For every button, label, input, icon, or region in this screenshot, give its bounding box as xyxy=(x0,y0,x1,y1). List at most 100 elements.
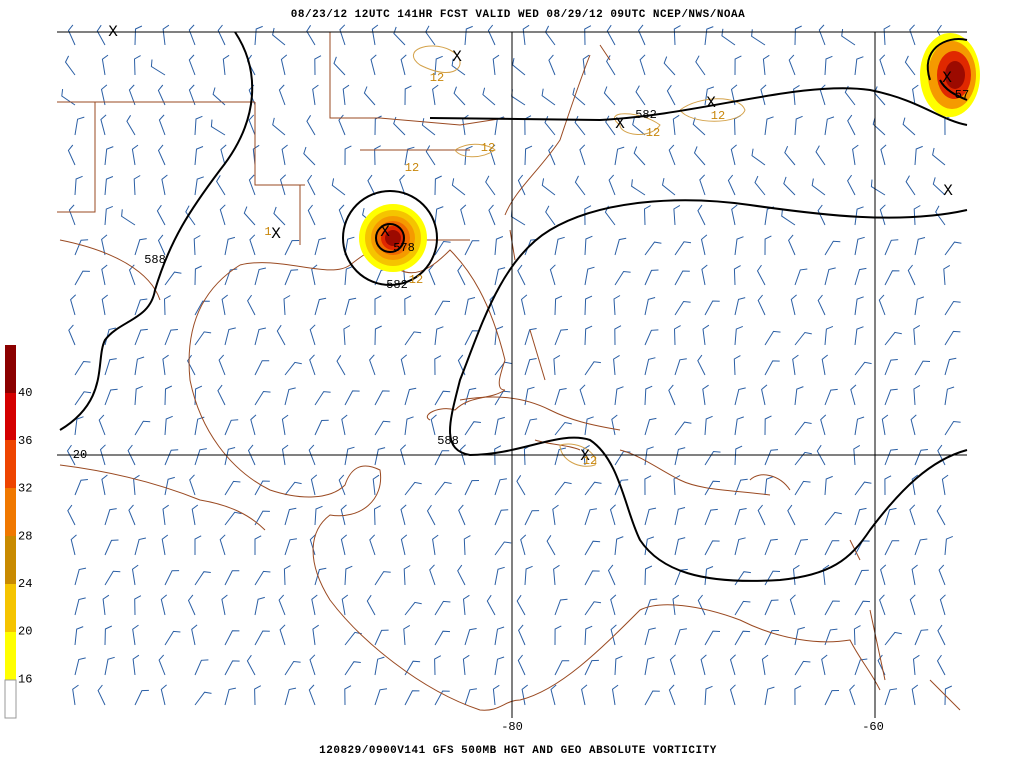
wind-barb xyxy=(669,654,676,676)
wind-barb xyxy=(522,24,530,46)
wind-barb xyxy=(668,144,676,166)
wind-barb xyxy=(880,144,887,166)
wind-barb xyxy=(764,570,781,586)
wind-barb xyxy=(254,510,270,526)
wind-barb xyxy=(914,449,928,466)
wind-barb xyxy=(247,444,256,466)
wind-barb xyxy=(824,325,834,346)
wind-barb xyxy=(605,115,616,136)
wind-barb xyxy=(704,685,713,706)
wind-barb xyxy=(824,690,840,706)
wind-barb xyxy=(494,541,512,556)
wind-barb xyxy=(494,509,509,526)
wind-barb xyxy=(673,325,681,346)
wind-barb xyxy=(614,237,627,256)
wind-barb xyxy=(852,144,859,166)
wind-barb xyxy=(584,659,599,676)
lat-label: 20 xyxy=(73,448,87,462)
wind-barb xyxy=(674,628,687,646)
wind-barb xyxy=(609,504,616,526)
wind-barb xyxy=(434,326,444,346)
wind-barb xyxy=(425,25,436,46)
marker: X xyxy=(271,225,281,243)
wind-barb xyxy=(884,239,899,256)
wind-barb xyxy=(101,294,109,316)
wind-barb xyxy=(914,296,925,316)
wind-barb xyxy=(453,86,466,106)
lon-label: -80 xyxy=(501,720,523,734)
wind-barb xyxy=(134,238,147,256)
wind-barb xyxy=(704,508,718,526)
wind-barb xyxy=(704,566,714,586)
wind-barb xyxy=(704,300,720,316)
wind-barb xyxy=(584,570,600,586)
colorbar-label: 24 xyxy=(18,577,32,591)
wind-barb xyxy=(644,565,653,586)
wind-barb xyxy=(314,567,327,586)
wind-barb xyxy=(702,384,709,406)
wind-barb xyxy=(344,631,362,646)
wind-barb xyxy=(189,474,196,496)
wind-barb xyxy=(132,624,139,646)
wind-barb xyxy=(729,684,736,706)
wind-barb xyxy=(134,537,147,556)
wind-barb xyxy=(944,357,957,376)
wind-barb xyxy=(734,236,744,256)
wind-barb xyxy=(935,205,946,226)
wind-barb xyxy=(820,414,827,436)
wind-barb xyxy=(374,629,389,646)
wind-barb xyxy=(878,294,886,316)
wind-barb xyxy=(674,507,686,526)
wind-barb xyxy=(66,444,76,466)
wind-barb xyxy=(61,89,76,106)
wind-barb xyxy=(434,206,444,226)
wind-barb xyxy=(674,241,692,256)
wind-barb xyxy=(697,594,706,616)
wind-barb xyxy=(818,24,826,46)
marker: X xyxy=(108,23,118,41)
wind-barb xyxy=(134,420,151,436)
wind-barb xyxy=(482,87,496,106)
wind-barb xyxy=(794,386,804,406)
wind-barb xyxy=(224,327,236,346)
wind-barb xyxy=(96,24,106,46)
wind-barb xyxy=(404,601,422,616)
wind-barb xyxy=(512,57,526,76)
wind-barb xyxy=(254,570,271,586)
wind-barb xyxy=(666,84,676,106)
wind-barb xyxy=(344,265,353,286)
wind-barb xyxy=(74,360,91,376)
wind-barb xyxy=(644,536,655,556)
wind-barb xyxy=(854,236,865,256)
wind-barb xyxy=(164,385,173,406)
caption: 120829/0900V141 GFS 500MB HGT AND GEO AB… xyxy=(319,745,717,757)
wind-barb xyxy=(487,24,496,46)
wind-barb xyxy=(210,119,226,136)
wind-barb xyxy=(644,598,658,616)
wind-barb xyxy=(194,146,204,166)
wind-barb xyxy=(693,146,706,166)
wind-barb xyxy=(936,654,946,676)
wind-barb xyxy=(187,594,196,616)
wind-barb xyxy=(674,421,692,436)
wind-barb xyxy=(815,145,826,166)
wind-barb xyxy=(794,331,812,346)
wind-barb xyxy=(554,598,568,616)
wind-barb xyxy=(932,177,946,196)
wind-barb xyxy=(516,475,526,496)
wind-barb xyxy=(224,236,236,256)
wind-barb xyxy=(278,84,286,106)
wind-barb xyxy=(246,654,256,676)
wind-barb xyxy=(764,599,779,616)
wind-barb xyxy=(794,25,802,46)
wind-barb xyxy=(70,294,77,316)
wind-barb xyxy=(673,475,681,496)
wind-barb xyxy=(185,205,196,226)
wind-barb xyxy=(74,175,83,196)
wind-barb xyxy=(614,536,624,556)
wind-barb xyxy=(884,388,898,406)
wind-barb xyxy=(937,624,946,646)
wind-barb xyxy=(314,55,322,76)
wind-barb xyxy=(606,55,616,76)
wind-barb xyxy=(644,329,659,346)
